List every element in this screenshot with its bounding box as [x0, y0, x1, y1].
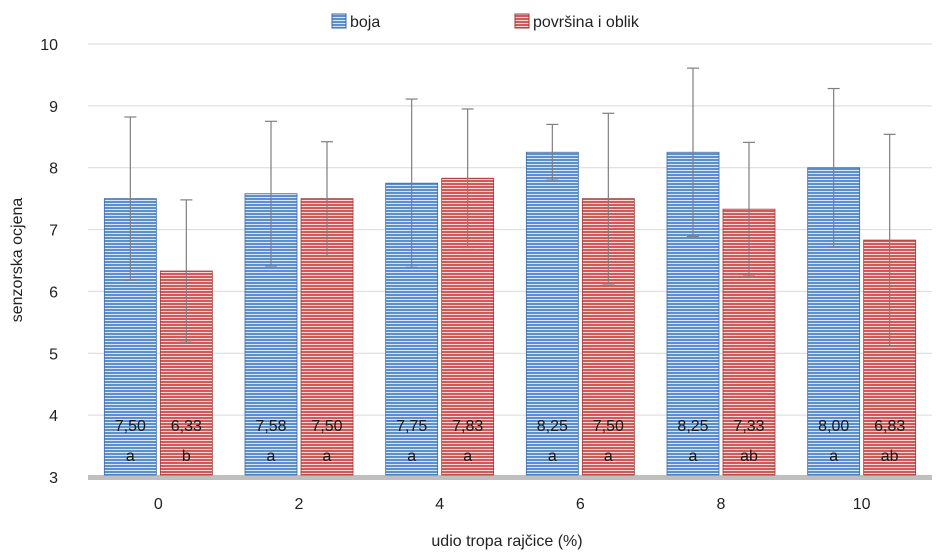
- value-label: 7,83: [452, 418, 483, 435]
- significance-letter: ab: [740, 448, 758, 465]
- y-tick-label: 8: [49, 161, 58, 178]
- gridlines: [88, 43, 932, 480]
- value-label: 7,75: [396, 418, 427, 435]
- y-tick-label: 4: [49, 408, 58, 425]
- x-tick-label: 8: [717, 496, 726, 513]
- y-tick-label: 10: [40, 37, 58, 54]
- x-axis-ticks: 0 2 4 6 8 10: [154, 496, 871, 513]
- value-label: 6,83: [874, 418, 905, 435]
- y-tick-label: 9: [49, 99, 58, 116]
- value-label: 7,58: [255, 418, 286, 435]
- y-axis-title: senzorska ocjena: [9, 198, 26, 323]
- significance-letter: a: [407, 448, 416, 465]
- x-tick-label: 0: [154, 496, 163, 513]
- value-label: 6,33: [171, 418, 202, 435]
- value-label: 8,25: [537, 418, 568, 435]
- value-label: 8,25: [677, 418, 708, 435]
- error-bars: [124, 67, 896, 347]
- significance-letter: a: [267, 448, 276, 465]
- legend-label-boja: boja: [350, 14, 380, 31]
- significance-letter: a: [689, 448, 698, 465]
- bars: [103, 151, 917, 476]
- y-tick-label: 5: [49, 346, 58, 363]
- significance-letter: a: [604, 448, 613, 465]
- significance-letter: a: [323, 448, 332, 465]
- bar-boja-6: [525, 151, 579, 476]
- value-label: 7,50: [115, 418, 146, 435]
- legend-swatch-boja: [331, 13, 347, 29]
- x-axis-line: [88, 475, 932, 480]
- x-tick-label: 2: [295, 496, 304, 513]
- x-tick-label: 6: [576, 496, 585, 513]
- significance-letter: ab: [881, 448, 899, 465]
- y-axis-ticks: 3 4 5 6 7 8 9 10: [40, 37, 58, 487]
- x-axis-title: udio tropa rajčice (%): [431, 533, 582, 550]
- value-label: 8,00: [818, 418, 849, 435]
- x-tick-label: 4: [435, 496, 444, 513]
- value-label: 7,33: [733, 418, 764, 435]
- legend-swatch-povrsina: [514, 13, 530, 29]
- value-label: 7,50: [311, 418, 342, 435]
- y-tick-label: 7: [49, 223, 58, 240]
- y-tick-label: 6: [49, 284, 58, 301]
- data-labels: 7,50 a 6,33 b 7,58 a 7,50 a 7,75 a 7,83 a 8,25 a 7,50 a…: [115, 418, 906, 465]
- significance-letter: a: [126, 448, 135, 465]
- y-tick-label: 3: [49, 470, 58, 487]
- legend: boja površina i oblik: [331, 13, 640, 31]
- significance-letter: b: [182, 448, 191, 465]
- significance-letter: a: [829, 448, 838, 465]
- value-label: 7,50: [593, 418, 624, 435]
- significance-letter: a: [548, 448, 557, 465]
- x-tick-label: 10: [853, 496, 871, 513]
- legend-label-povrsina: površina i oblik: [533, 14, 640, 31]
- significance-letter: a: [463, 448, 472, 465]
